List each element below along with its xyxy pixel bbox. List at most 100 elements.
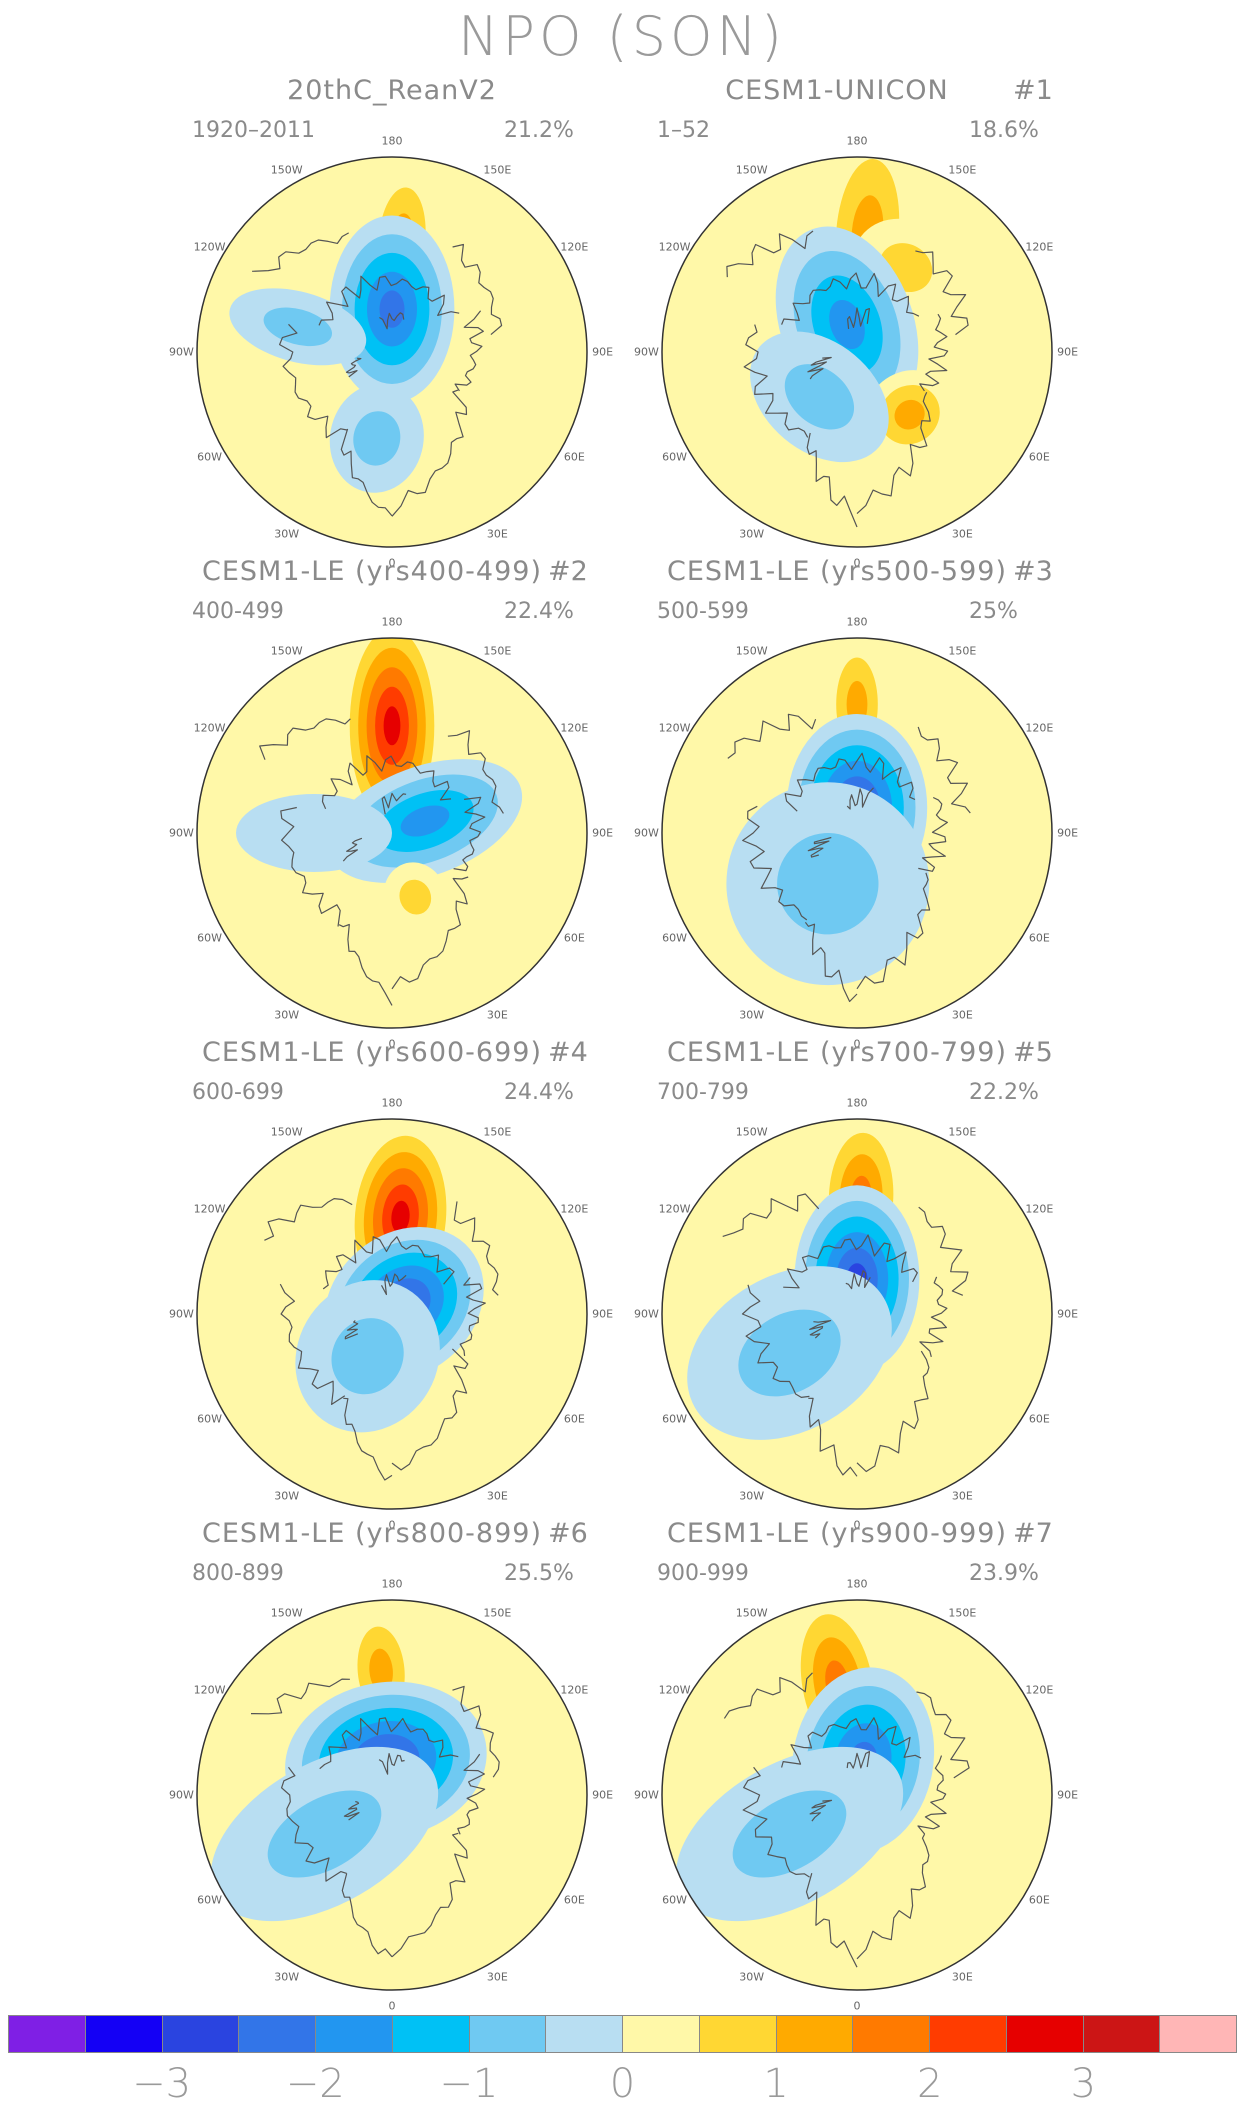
panel-years: 1920–2011 [192, 118, 315, 143]
coastline [742, 805, 808, 921]
longitude-label: 180 [381, 134, 403, 148]
panel-member-number: #7 [1013, 1518, 1053, 1549]
longitude-label: 150E [483, 163, 512, 177]
panel-title: CESM1-LE (yrs500-599) [667, 556, 1007, 587]
panel-title: 20thC_ReanV2 [287, 75, 497, 106]
colorbar-tick-label: 3 [1070, 2061, 1097, 2107]
map-rim [661, 156, 1053, 548]
anomaly-contour [732, 1790, 847, 1878]
coastline [252, 232, 349, 272]
coastline [379, 312, 405, 330]
longitude-label: 150W [735, 163, 768, 177]
colorbar-swatch [546, 2016, 623, 2052]
longitude-label: 180 [846, 134, 868, 148]
coastline [447, 730, 504, 814]
longitude-label: 0 [388, 1037, 396, 1051]
anomaly-contour [263, 307, 333, 347]
longitude-label: 30E [951, 1008, 973, 1022]
colorbar-swatch [162, 2016, 240, 2052]
coastline [459, 1277, 486, 1356]
coastline [264, 1198, 353, 1241]
longitude-label: 30E [486, 1970, 508, 1984]
coastline [250, 1678, 350, 1715]
coastline [340, 428, 393, 517]
colorbar-tick-label: −1 [439, 2061, 499, 2107]
longitude-label: 90E [592, 1307, 614, 1321]
coastline [781, 1717, 922, 1768]
coastline [806, 432, 858, 528]
longitude-label: 90E [1057, 345, 1079, 359]
longitude-label: 90E [592, 826, 614, 840]
coastline [726, 230, 814, 278]
longitude-label: 90W [633, 1307, 659, 1321]
longitude-label: 60E [563, 1893, 585, 1907]
coastline [856, 1833, 930, 1960]
coastline [856, 1350, 930, 1473]
coastline [917, 1755, 947, 1835]
longitude-label: 150W [735, 1125, 768, 1139]
coastline [453, 796, 486, 872]
colorbar-swatch [85, 2016, 163, 2052]
longitude-label: 90W [633, 826, 659, 840]
longitude-label: 120W [658, 1683, 691, 1697]
longitude-label: 150W [270, 644, 303, 658]
coastline [915, 250, 969, 336]
longitude-label: 30W [739, 527, 765, 541]
longitude-label: 60W [662, 1412, 688, 1426]
longitude-label: 150E [948, 163, 977, 177]
longitude-label: 120E [1025, 1683, 1054, 1697]
longitude-label: 120E [560, 1202, 589, 1216]
coastline [343, 1800, 360, 1821]
panel-explained-variance: 23.9% [969, 1561, 1039, 1586]
colorbar-swatch [776, 2016, 854, 2052]
anomaly-contour [399, 879, 432, 915]
longitude-label: 120W [658, 1202, 691, 1216]
map-panel-4 [196, 1118, 588, 1510]
longitude-label: 90E [1057, 1307, 1079, 1321]
coastline [809, 1320, 832, 1339]
longitude-label: 120E [560, 1683, 589, 1697]
longitude-label: 60W [197, 1893, 223, 1907]
colorbar-swatch [1006, 2016, 1084, 2052]
colorbar-swatch [392, 2016, 470, 2052]
coastline [380, 1273, 407, 1296]
longitude-label: 180 [846, 615, 868, 629]
longitude-label: 90E [1057, 1788, 1079, 1802]
coastline [918, 1206, 969, 1296]
panel-explained-variance: 25.5% [504, 1561, 574, 1586]
coastline [783, 1234, 918, 1289]
panel-explained-variance: 21.2% [504, 118, 574, 143]
panel-explained-variance: 24.4% [504, 1080, 574, 1105]
longitude-label: 30E [951, 1970, 973, 1984]
longitude-label: 0 [388, 1518, 396, 1532]
panel-member-number: #3 [1013, 556, 1053, 587]
longitude-label: 150E [483, 1606, 512, 1620]
longitude-label: 120E [1025, 240, 1054, 254]
longitude-label: 30W [739, 1008, 765, 1022]
longitude-label: 60W [662, 1893, 688, 1907]
longitude-label: 60W [662, 450, 688, 464]
panel-title: CESM1-LE (yrs900-999) [667, 1518, 1007, 1549]
coastline [322, 1236, 455, 1290]
coastline [318, 275, 460, 326]
panel-years: 700-799 [657, 1080, 749, 1105]
colorbar-swatch [1160, 2016, 1236, 2052]
colorbar-swatch [623, 2016, 700, 2052]
longitude-label: 60W [197, 931, 223, 945]
longitude-label: 0 [853, 1037, 861, 1051]
coastline [919, 1276, 948, 1358]
coastline [452, 1685, 500, 1778]
coastline [916, 1691, 970, 1779]
panel-title: CESM1-LE (yrs400-499) [202, 556, 542, 587]
coastline [743, 324, 809, 438]
longitude-label: 60E [1028, 450, 1050, 464]
longitude-label: 60E [1028, 1893, 1050, 1907]
longitude-label: 30E [486, 527, 508, 541]
longitude-label: 0 [853, 1518, 861, 1532]
coastline [846, 787, 874, 810]
map-rim [196, 1599, 588, 1991]
coastline [723, 1672, 813, 1719]
longitude-label: 150E [483, 1125, 512, 1139]
longitude-label: 60E [563, 1412, 585, 1426]
